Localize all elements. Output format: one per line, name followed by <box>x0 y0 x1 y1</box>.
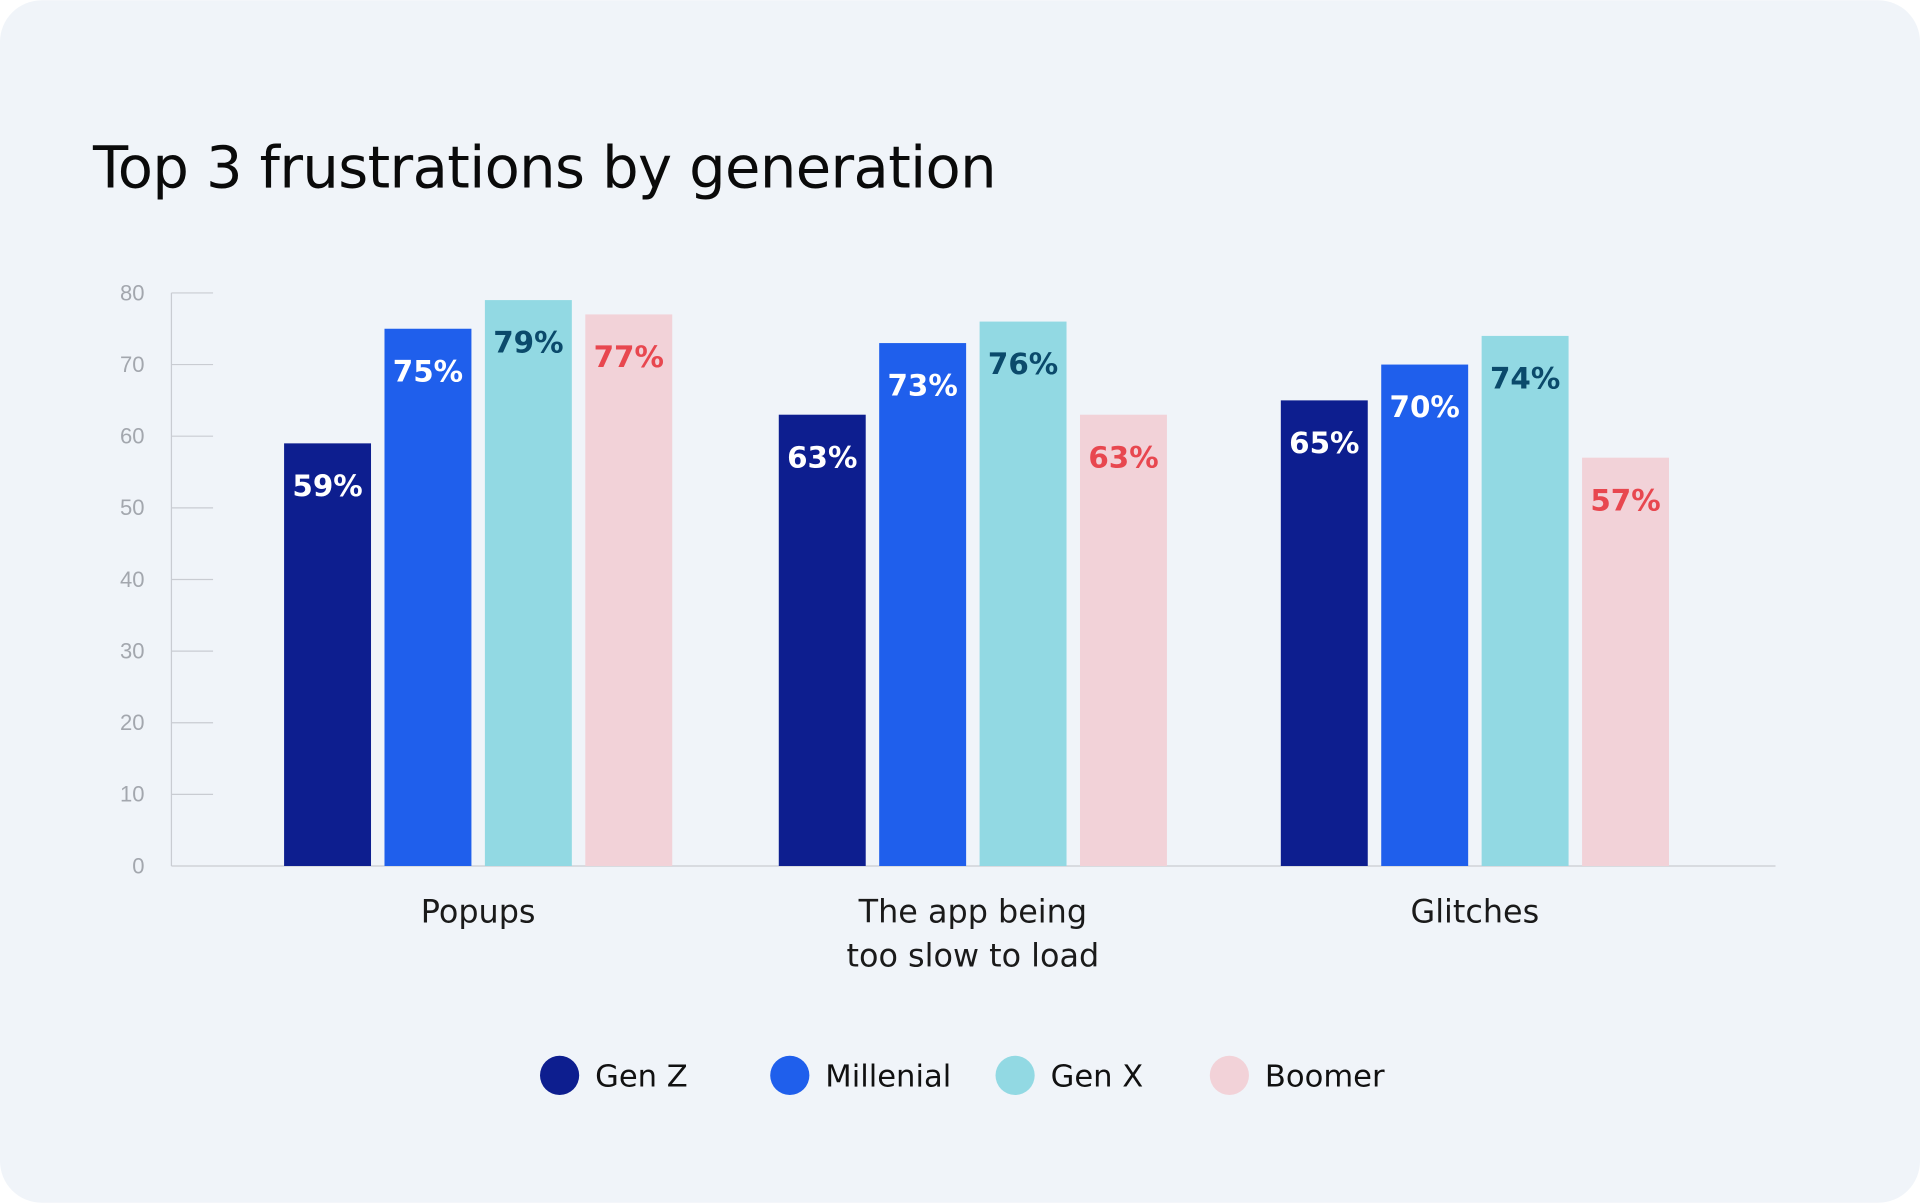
bar <box>1582 457 1669 866</box>
data-label: 74% <box>1490 362 1560 396</box>
category-label: too slow to load <box>847 936 1100 974</box>
legend-label: Gen X <box>1051 1059 1144 1094</box>
legend-swatch <box>1209 1055 1249 1095</box>
y-tick-label: 70 <box>120 352 145 377</box>
y-tick-label: 30 <box>120 638 145 663</box>
data-label: 70% <box>1390 390 1460 424</box>
y-tick-label: 10 <box>120 782 145 807</box>
legend-swatch <box>770 1055 810 1095</box>
y-tick-label: 40 <box>120 567 145 592</box>
bar <box>1481 335 1569 866</box>
bar <box>979 321 1067 866</box>
y-tick-label: 50 <box>120 495 145 520</box>
data-label: 63% <box>1088 440 1158 474</box>
bar <box>284 443 372 866</box>
data-label: 73% <box>887 369 957 403</box>
bar <box>1381 364 1469 866</box>
bar <box>1080 414 1167 866</box>
bar <box>585 314 673 866</box>
chart-title: Top 3 frustrations by generation <box>92 135 996 202</box>
category-label: Glitches <box>1411 892 1540 930</box>
data-label: 75% <box>393 354 463 388</box>
bar <box>879 343 967 866</box>
data-label: 65% <box>1289 426 1359 460</box>
bars: 59% 63% 65% 75% 73% 70% 79% 76% 74% 77% 63% 57% <box>284 300 1669 866</box>
legend-swatch <box>995 1055 1035 1095</box>
data-label: 59% <box>292 469 362 503</box>
y-axis: 0 10 20 30 40 50 60 70 80 <box>120 280 1776 878</box>
category-label: Popups <box>421 892 536 930</box>
data-label: 79% <box>493 326 563 360</box>
legend-label: Millenial <box>825 1059 951 1094</box>
y-tick-label: 20 <box>120 710 145 735</box>
x-axis-categories: Popups The app being too slow to load Glitc… <box>421 892 1539 974</box>
data-label: 63% <box>787 440 857 474</box>
legend-swatch <box>540 1055 580 1095</box>
bar <box>778 414 866 866</box>
y-tick-label: 0 <box>132 853 144 878</box>
category-label: The app being <box>858 892 1087 930</box>
legend-label: Gen Z <box>595 1059 688 1094</box>
bar <box>1280 400 1368 866</box>
bar <box>484 300 572 866</box>
legend: Gen Z Millenial Gen X Boomer <box>540 1055 1385 1095</box>
data-label: 76% <box>988 347 1058 381</box>
y-tick-label: 60 <box>120 424 145 449</box>
legend-label: Boomer <box>1265 1059 1385 1094</box>
data-label: 77% <box>594 340 664 374</box>
data-label: 57% <box>1590 483 1660 517</box>
y-tick-label: 80 <box>120 280 145 305</box>
bar <box>384 328 472 866</box>
